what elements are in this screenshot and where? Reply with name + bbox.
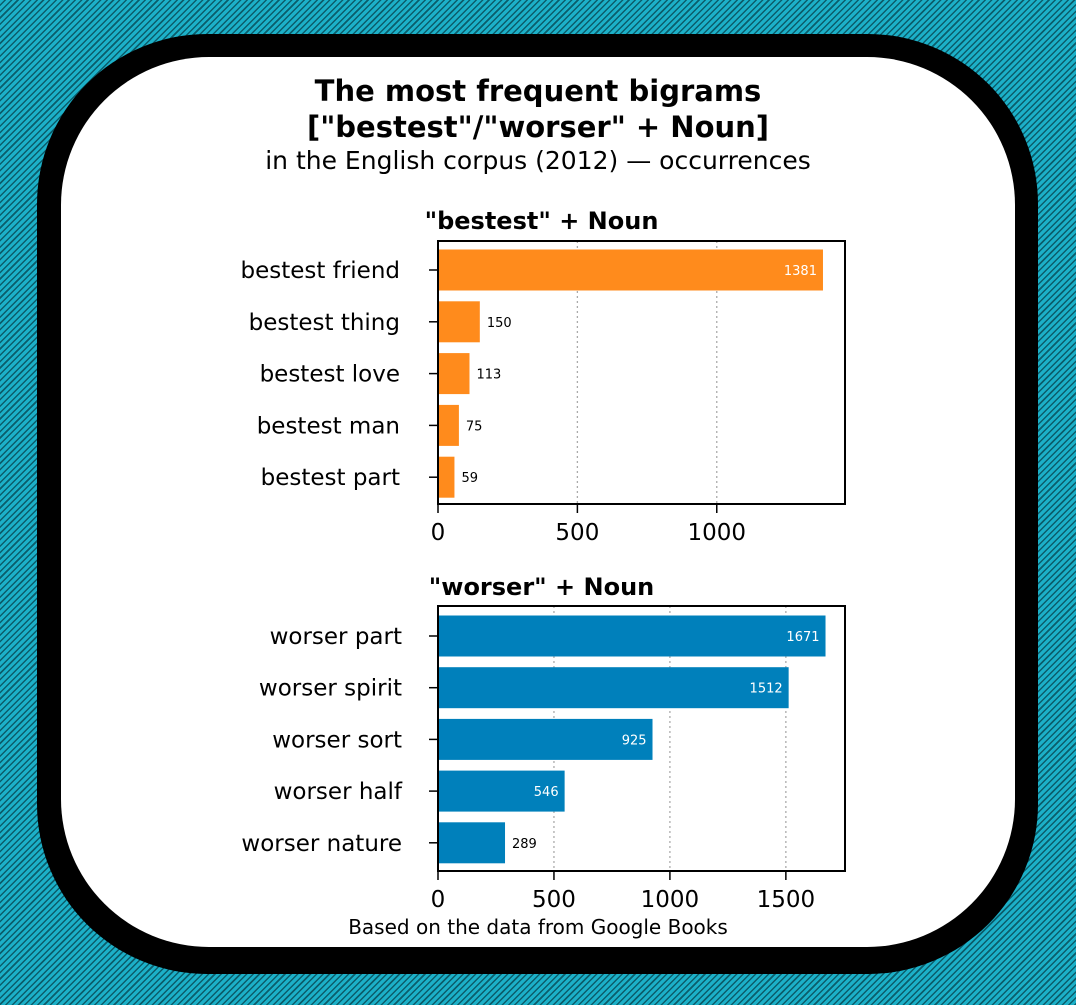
data-label: 546 [534,785,559,800]
category-label: worser spirit [259,676,402,702]
data-label: 1512 [750,682,783,697]
category-label: worser part [270,624,402,650]
data-label: 113 [477,368,502,383]
bar [438,301,480,343]
data-label: 1671 [786,630,819,645]
x-tick-label: 0 [431,520,446,546]
data-label: 150 [487,316,512,331]
source-note: Based on the data from Google Books [348,915,728,939]
panel-title: "bestest" + Noun [425,207,659,235]
plot-frame [437,605,846,872]
bar [438,615,826,657]
data-label: 925 [622,733,647,748]
bar [438,667,789,709]
x-tick-label: 1500 [757,887,816,913]
x-tick-label: 500 [555,520,599,546]
x-tick-label: 1000 [641,887,700,913]
data-label: 75 [466,419,483,434]
bar [438,770,565,812]
category-label: worser sort [272,727,402,753]
bar [438,353,470,395]
category-label: bestest man [257,413,400,439]
bar [438,456,455,498]
panel-title: "worser" + Noun [429,573,654,601]
bar [438,249,823,291]
chart-subtitle: in the English corpus (2012) — occurrenc… [265,146,811,175]
category-label: bestest friend [241,258,400,284]
category-label: bestest love [260,362,400,388]
bar [438,718,653,760]
category-label: worser half [274,779,403,805]
category-label: worser nature [241,831,402,857]
x-tick-label: 1000 [687,520,746,546]
data-label: 289 [512,837,537,852]
x-tick-label: 0 [431,887,446,913]
data-label: 1381 [784,264,817,279]
chart-title-line1: The most frequent bigrams [314,74,762,108]
chart-panel-1: "worser" + Noun worser part 1671 worser spi… [241,573,846,913]
bar [438,822,506,864]
category-label: bestest thing [249,310,400,336]
x-tick-label: 500 [532,887,576,913]
chart-title-line2: ["bestest"/"worser" + Noun] [306,110,770,144]
category-label: bestest part [261,465,400,491]
plot-frame [437,240,846,505]
chart-panel-0: "bestest" + Noun bestest friend 1381 bestes… [241,207,846,546]
bar [438,404,459,446]
data-label: 59 [461,471,478,486]
